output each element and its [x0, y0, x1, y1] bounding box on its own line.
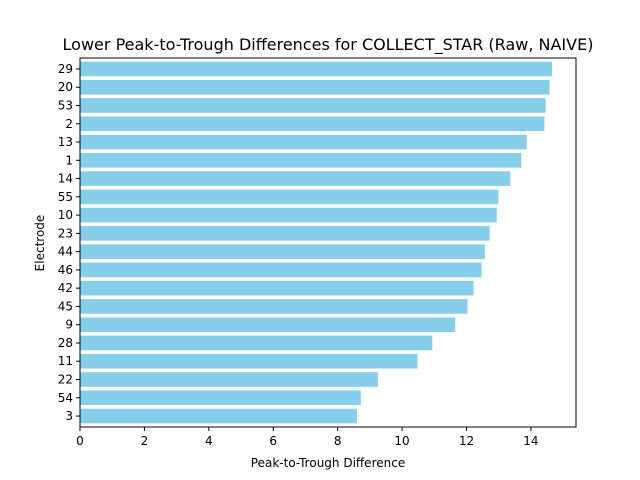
- y-tick-label: 22: [58, 373, 73, 387]
- y-tick-label: 55: [58, 190, 73, 204]
- x-tick-label: 2: [141, 434, 149, 448]
- bar-55: [80, 189, 499, 205]
- bar-46: [80, 262, 482, 278]
- x-tick-label: 4: [205, 434, 213, 448]
- y-tick-label: 13: [58, 135, 73, 149]
- x-tick-label: 14: [523, 434, 538, 448]
- bar-1: [80, 152, 522, 168]
- bar-45: [80, 299, 468, 314]
- y-axis-label: Electrode: [33, 215, 47, 272]
- x-axis: 0 2 4 6 8 10 12 14: [76, 427, 539, 448]
- bar-10: [80, 207, 497, 223]
- y-tick-label: 9: [65, 318, 73, 332]
- y-axis: 29 20 53 2 13 1 14 55 10 23 44 46 42 45 9 28 11 22 54 3: [58, 62, 80, 423]
- bar-54: [80, 390, 361, 406]
- x-axis-label: Peak-to-Trough Difference: [251, 456, 405, 470]
- x-tick-label: 8: [334, 434, 342, 448]
- y-tick-label: 11: [58, 354, 73, 368]
- y-tick-label: 28: [58, 336, 73, 350]
- x-tick-label: 10: [394, 434, 409, 448]
- x-tick-label: 6: [269, 434, 277, 448]
- y-tick-label: 23: [58, 226, 73, 240]
- y-tick-label: 1: [65, 153, 73, 167]
- bar-42: [80, 280, 474, 296]
- bar-2: [80, 116, 545, 132]
- y-tick-label: 29: [58, 62, 73, 76]
- bar-3: [80, 408, 357, 424]
- y-tick-label: 10: [58, 208, 73, 222]
- y-tick-label: 2: [65, 117, 73, 131]
- y-tick-label: 45: [58, 299, 73, 313]
- y-tick-label: 14: [58, 172, 73, 186]
- bar-53: [80, 98, 546, 113]
- bar-29: [80, 61, 553, 77]
- x-tick-label: 12: [459, 434, 474, 448]
- bar-13: [80, 134, 527, 150]
- bar-9: [80, 317, 456, 333]
- y-tick-label: 46: [58, 263, 73, 277]
- bar-28: [80, 335, 433, 351]
- y-tick-label: 44: [58, 245, 73, 259]
- y-tick-label: 42: [58, 281, 73, 295]
- bar-20: [80, 79, 550, 95]
- y-tick-label: 3: [65, 409, 73, 423]
- bar-14: [80, 171, 511, 186]
- bars: [80, 61, 553, 424]
- x-tick-label: 0: [76, 434, 84, 448]
- y-tick-label: 54: [58, 391, 73, 405]
- bar-23: [80, 226, 490, 241]
- y-tick-label: 20: [58, 80, 73, 94]
- bar-11: [80, 353, 418, 369]
- y-tick-label: 53: [58, 98, 73, 112]
- bar-22: [80, 372, 378, 387]
- plot-frame: [79, 57, 577, 428]
- bar-44: [80, 244, 485, 259]
- chart-title: Lower Peak-to-Trough Differences for COL…: [63, 35, 594, 55]
